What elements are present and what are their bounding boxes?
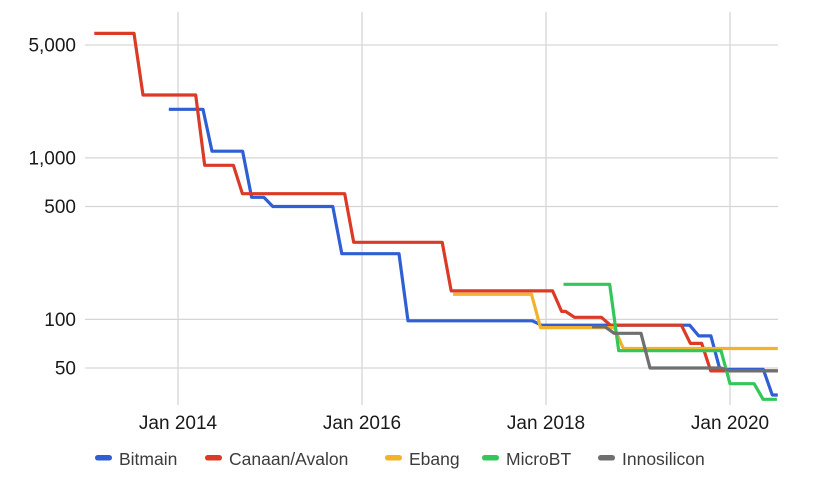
- legend-item-innosilicon: Innosilicon: [598, 449, 705, 469]
- x-tick-label: Jan 2014: [139, 413, 218, 434]
- series-line-microbt: [563, 282, 777, 401]
- legend-label-bitmain: Bitmain: [119, 449, 177, 469]
- legend-item-ebang: Ebang: [385, 449, 460, 469]
- legend-label-ebang: Ebang: [409, 449, 460, 469]
- y-tick-label: 5,000: [28, 36, 76, 57]
- x-axis-labels: Jan 2014 Jan 2016 Jan 2018 Jan 2020: [139, 413, 769, 434]
- y-tick-label: 50: [55, 359, 76, 380]
- legend-swatch-canaan-avalon: [205, 455, 222, 461]
- legend-label-innosilicon: Innosilicon: [622, 449, 705, 469]
- x-tick-label: Jan 2016: [323, 413, 401, 434]
- legend-swatch-microbt: [482, 455, 499, 461]
- x-tick-label: Jan 2020: [691, 413, 769, 434]
- y-tick-label: 500: [44, 197, 76, 218]
- series-line-innosilicon: [592, 325, 778, 373]
- legend-swatch-ebang: [385, 455, 402, 461]
- x-tick-label: Jan 2018: [507, 413, 585, 434]
- legend-item-microbt: MicroBT: [482, 449, 571, 469]
- gridlines: [85, 12, 778, 405]
- y-tick-label: 1,000: [28, 148, 76, 169]
- y-tick-label: 100: [44, 310, 76, 331]
- y-axis-labels: 5,000 1,000 500 100 50: [28, 36, 76, 380]
- series-line-bitmain: [168, 107, 778, 397]
- legend-item-bitmain: Bitmain: [95, 449, 177, 469]
- series-lines: [94, 31, 778, 401]
- legend-label-microbt: MicroBT: [506, 449, 571, 469]
- series-line-canaan-avalon: [94, 31, 778, 373]
- legend-swatch-innosilicon: [598, 455, 615, 461]
- legend-label-canaan-avalon: Canaan/Avalon: [229, 449, 348, 469]
- series-line-ebang: [453, 292, 778, 351]
- legend-item-canaan-avalon: Canaan/Avalon: [205, 449, 348, 469]
- legend: Bitmain Canaan/Avalon Ebang MicroBT Innosili…: [95, 449, 705, 469]
- legend-swatch-bitmain: [95, 455, 112, 461]
